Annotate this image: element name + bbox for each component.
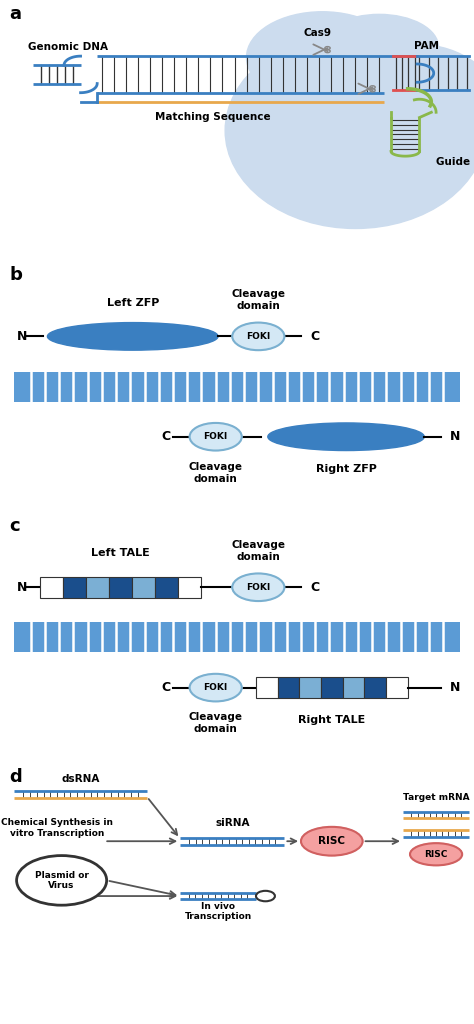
FancyBboxPatch shape: [14, 372, 460, 401]
Circle shape: [190, 423, 242, 451]
Text: FOKI: FOKI: [246, 332, 271, 341]
Bar: [365, 677, 386, 698]
Bar: [299, 677, 321, 698]
Bar: [256, 677, 278, 698]
Bar: [40, 577, 64, 598]
Bar: [155, 577, 178, 598]
Circle shape: [256, 891, 275, 901]
Text: N: N: [450, 681, 461, 694]
Text: N: N: [17, 330, 27, 343]
Bar: [109, 577, 132, 598]
Text: Right TALE: Right TALE: [298, 715, 365, 725]
Text: dsRNA: dsRNA: [62, 774, 100, 783]
Text: Chemical Synthesis in
vitro Transcription: Chemical Synthesis in vitro Transcriptio…: [1, 818, 113, 838]
Text: Left TALE: Left TALE: [91, 549, 150, 558]
Bar: [386, 677, 408, 698]
Bar: [86, 577, 109, 598]
FancyBboxPatch shape: [14, 623, 460, 652]
Text: a: a: [9, 5, 21, 24]
Circle shape: [190, 674, 242, 701]
Text: Cleavage
domain: Cleavage domain: [189, 712, 243, 733]
Ellipse shape: [47, 323, 218, 350]
Text: b: b: [9, 266, 22, 284]
Text: Cleavage
domain: Cleavage domain: [231, 540, 285, 562]
Text: Matching Sequence: Matching Sequence: [155, 113, 271, 122]
Text: Right ZFP: Right ZFP: [316, 464, 376, 474]
Text: Plasmid or
Virus: Plasmid or Virus: [35, 870, 89, 890]
Ellipse shape: [246, 11, 398, 103]
Ellipse shape: [320, 14, 438, 80]
Text: C: C: [310, 330, 319, 343]
Ellipse shape: [334, 44, 474, 175]
Bar: [64, 577, 86, 598]
Ellipse shape: [301, 826, 363, 856]
Ellipse shape: [410, 843, 462, 865]
Bar: [321, 677, 343, 698]
Text: siRNA: siRNA: [215, 818, 249, 828]
Text: C: C: [161, 430, 170, 443]
Text: In vivo
Transcription: In vivo Transcription: [184, 902, 252, 922]
Ellipse shape: [225, 33, 474, 228]
Text: Left ZFP: Left ZFP: [107, 298, 159, 307]
Bar: [132, 577, 155, 598]
Text: Cas9: Cas9: [303, 28, 332, 38]
Bar: [343, 677, 365, 698]
Text: N: N: [17, 581, 27, 594]
Circle shape: [232, 573, 284, 601]
Text: C: C: [310, 581, 319, 594]
Ellipse shape: [268, 423, 424, 451]
Bar: [178, 577, 201, 598]
Text: Cleavage
domain: Cleavage domain: [189, 462, 243, 484]
Text: Guide RNA: Guide RNA: [436, 157, 474, 167]
Text: Genomic DNA: Genomic DNA: [28, 42, 109, 52]
Bar: [278, 677, 299, 698]
Text: d: d: [9, 768, 22, 786]
Text: Target mRNA: Target mRNA: [403, 793, 469, 802]
Text: RISC: RISC: [424, 850, 448, 859]
Circle shape: [232, 323, 284, 350]
Circle shape: [17, 856, 107, 905]
Text: PAM: PAM: [414, 41, 439, 51]
Text: Cleavage
domain: Cleavage domain: [231, 289, 285, 311]
Text: c: c: [9, 517, 20, 535]
Text: FOKI: FOKI: [246, 583, 271, 592]
Text: FOKI: FOKI: [203, 432, 228, 441]
Text: C: C: [161, 681, 170, 694]
Text: RISC: RISC: [319, 837, 345, 846]
Text: FOKI: FOKI: [203, 683, 228, 692]
Text: N: N: [450, 430, 461, 443]
